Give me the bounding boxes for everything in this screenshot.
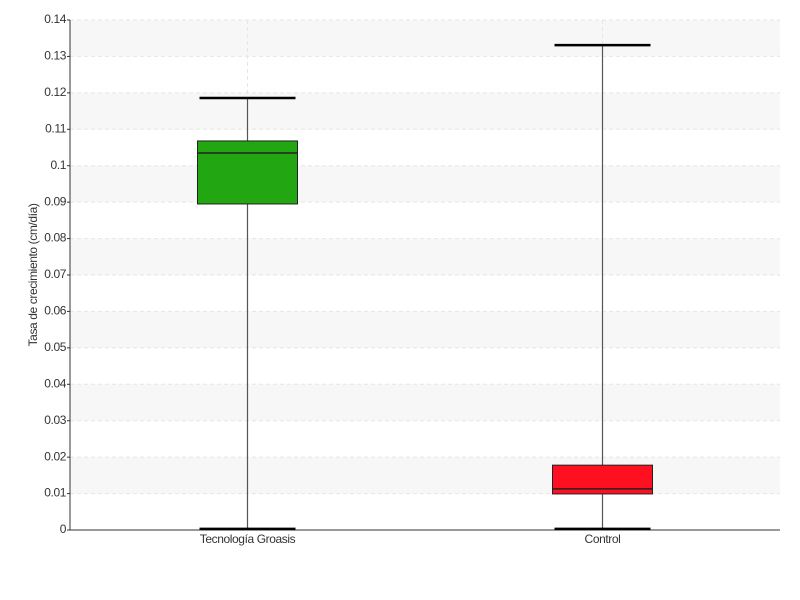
grid-band <box>70 92 780 130</box>
grid-band <box>70 20 780 57</box>
y-axis-label: Tasa de crecimiento (cm/día) <box>26 203 40 346</box>
y-tick-label: 0.05 <box>44 340 66 354</box>
box <box>552 464 653 495</box>
grid-band <box>70 384 780 421</box>
box <box>197 140 298 205</box>
x-tick-label: Tecnología Groasis <box>200 532 296 546</box>
y-tick-label: 0.1 <box>51 158 67 172</box>
y-tick-label: 0.06 <box>44 304 66 318</box>
y-tick-label: 0.13 <box>44 49 66 63</box>
y-tick-label: 0.01 <box>44 486 66 500</box>
y-tick-label: 0.14 <box>44 12 66 26</box>
y-tick-label: 0.04 <box>44 376 66 390</box>
y-tick-label: 0.08 <box>44 231 66 245</box>
y-tick-label: 0.02 <box>44 449 66 463</box>
grid-band <box>70 457 780 494</box>
grid-band <box>70 165 780 203</box>
x-tick-label: Control <box>585 532 621 546</box>
y-tick-label: 0.07 <box>44 267 66 281</box>
y-tick-label: 0 <box>60 522 67 536</box>
y-tick-label: 0.03 <box>44 413 66 427</box>
y-tick-label: 0.12 <box>44 85 66 99</box>
y-tick-label: 0.09 <box>44 194 66 208</box>
grid-band <box>70 311 780 348</box>
grid-band <box>70 238 780 275</box>
y-tick-label: 0.11 <box>45 121 67 135</box>
